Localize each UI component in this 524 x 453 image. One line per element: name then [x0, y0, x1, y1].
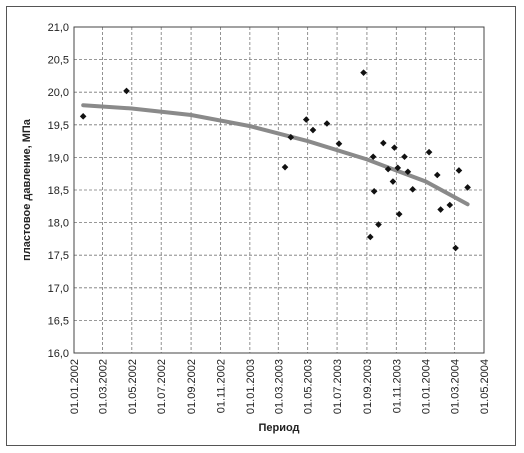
data-point — [281, 163, 289, 171]
data-point — [437, 206, 444, 213]
y-tick-label: 19,0 — [48, 152, 69, 164]
y-tick-label: 17,0 — [48, 283, 69, 295]
data-point — [123, 87, 130, 95]
x-tick-label: 01.07.2003 — [332, 359, 344, 414]
data-point — [302, 116, 310, 123]
x-tick-label: 01.07.2002 — [156, 359, 168, 414]
data-point — [360, 69, 367, 76]
x-tick-label: 01.01.2003 — [245, 359, 257, 414]
y-tick-label: 16,0 — [48, 348, 69, 360]
data-point — [446, 201, 454, 209]
data-point — [384, 165, 392, 173]
data-point — [323, 120, 331, 127]
y-tick-label: 18,5 — [48, 185, 69, 197]
x-tick-label: 01.03.2003 — [273, 359, 285, 414]
y-tick-label: 16,5 — [48, 315, 69, 327]
y-tick-label: 20,0 — [48, 87, 69, 99]
data-point — [394, 164, 402, 172]
data-point — [287, 133, 295, 141]
data-points — [79, 69, 471, 252]
data-point — [389, 178, 397, 185]
x-axis-title: Период — [258, 422, 299, 434]
y-tick-label: 17,5 — [48, 250, 69, 262]
x-tick-label: 01.09.2002 — [186, 359, 198, 414]
data-point — [455, 167, 463, 174]
trend-line — [81, 103, 470, 207]
data-point — [391, 144, 398, 151]
data-point — [79, 113, 87, 120]
data-point — [335, 140, 343, 148]
x-tick-label: 01.01.2002 — [69, 359, 81, 414]
y-tick-label: 20,5 — [48, 55, 69, 67]
y-tick-label: 18,0 — [48, 218, 69, 230]
x-tick-label: 01.03.2004 — [450, 359, 462, 414]
x-tick-label: 01.11.2002 — [215, 359, 227, 413]
data-point — [401, 153, 408, 161]
data-point — [375, 221, 382, 228]
y-tick-label: 21,0 — [48, 22, 69, 34]
data-point — [309, 126, 317, 134]
data-point — [380, 139, 387, 147]
data-point — [395, 210, 403, 218]
plot-area — [73, 26, 485, 354]
x-tick-label: 01.11.2003 — [391, 359, 403, 413]
chart-frame — [6, 6, 516, 446]
data-point — [433, 171, 441, 179]
data-point — [409, 186, 416, 193]
data-point — [366, 233, 374, 241]
y-tick-label: 19,5 — [48, 120, 69, 132]
x-tick-label: 01.05.2004 — [479, 359, 491, 414]
data-point — [369, 153, 377, 161]
data-point — [464, 184, 471, 191]
x-tick-label: 01.09.2003 — [362, 359, 374, 414]
data-point — [370, 188, 378, 195]
x-tick-labels: 01.01.2002 01.03.2002 01.05.2002 01.07.2002… — [69, 359, 491, 414]
x-tick-label: 01.01.2004 — [421, 359, 433, 414]
data-point — [425, 148, 433, 156]
x-tick-label: 01.03.2002 — [97, 359, 109, 414]
data-point — [452, 244, 459, 252]
y-tick-labels: 16,0 16,5 17,0 17,5 18,0 18,5 19,0 19,5 20,0 20,5… — [48, 22, 69, 360]
x-tick-label: 01.05.2003 — [303, 359, 315, 414]
data-point — [404, 168, 412, 176]
x-tick-label: 01.05.2002 — [127, 359, 139, 414]
y-axis-title: пластовое давление, МПа — [21, 118, 33, 261]
grid-lines — [74, 27, 484, 353]
